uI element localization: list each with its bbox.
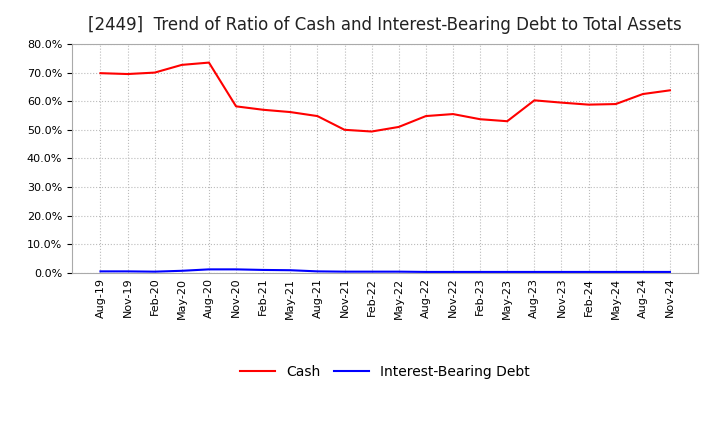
Cash (150, 70, 159, 75)
Cash (123, 71, 132, 77)
Cash (639, 92, 647, 97)
Interest-Bearing Debt (150, 269, 159, 274)
Cash (611, 101, 620, 106)
Cash (341, 127, 349, 132)
Cash (367, 129, 376, 134)
Interest-Bearing Debt (123, 269, 132, 274)
Interest-Bearing Debt (611, 269, 620, 275)
Cash (476, 117, 485, 122)
Cash (313, 114, 322, 119)
Interest-Bearing Debt (232, 267, 240, 272)
Cash (286, 110, 294, 115)
Cash (204, 60, 213, 65)
Interest-Bearing Debt (530, 269, 539, 275)
Interest-Bearing Debt (476, 269, 485, 275)
Line: Interest-Bearing Debt: Interest-Bearing Debt (101, 269, 670, 272)
Cash (421, 114, 430, 119)
Interest-Bearing Debt (313, 269, 322, 274)
Interest-Bearing Debt (286, 268, 294, 273)
Cash (557, 100, 566, 105)
Cash (584, 102, 593, 107)
Cash (232, 104, 240, 109)
Cash (96, 70, 105, 76)
Interest-Bearing Debt (421, 269, 430, 275)
Interest-Bearing Debt (96, 269, 105, 274)
Interest-Bearing Debt (367, 269, 376, 274)
Interest-Bearing Debt (204, 267, 213, 272)
Cash (178, 62, 186, 67)
Interest-Bearing Debt (178, 268, 186, 273)
Interest-Bearing Debt (259, 267, 268, 272)
Cash (449, 111, 457, 117)
Interest-Bearing Debt (557, 269, 566, 275)
Interest-Bearing Debt (584, 269, 593, 275)
Interest-Bearing Debt (665, 269, 674, 275)
Cash (395, 124, 403, 129)
Title: [2449]  Trend of Ratio of Cash and Interest-Bearing Debt to Total Assets: [2449] Trend of Ratio of Cash and Intere… (89, 16, 682, 34)
Legend: Cash, Interest-Bearing Debt: Cash, Interest-Bearing Debt (235, 360, 536, 385)
Cash (503, 118, 511, 124)
Interest-Bearing Debt (503, 269, 511, 275)
Cash (259, 107, 268, 112)
Interest-Bearing Debt (341, 269, 349, 274)
Interest-Bearing Debt (639, 269, 647, 275)
Cash (665, 88, 674, 93)
Interest-Bearing Debt (395, 269, 403, 274)
Cash (530, 98, 539, 103)
Interest-Bearing Debt (449, 269, 457, 275)
Line: Cash: Cash (101, 62, 670, 132)
